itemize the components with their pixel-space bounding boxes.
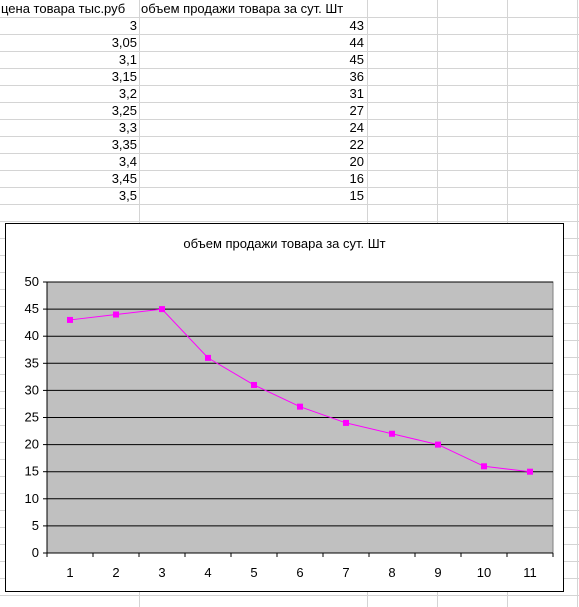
cell-volume[interactable]: 45 <box>349 52 364 67</box>
row-gridline <box>0 153 579 154</box>
x-tick-label: 10 <box>477 565 491 580</box>
x-tick-label: 1 <box>66 565 73 580</box>
cell-volume[interactable]: 22 <box>349 137 364 152</box>
data-point <box>113 311 119 318</box>
header-volume[interactable]: объем продажи товара за сут. Шт <box>141 1 344 16</box>
cell-price[interactable]: 3 <box>129 18 137 33</box>
cell-price[interactable]: 3,2 <box>118 86 137 101</box>
row-gridline <box>0 85 579 86</box>
cell-price[interactable]: 3,45 <box>111 171 137 186</box>
cell-price[interactable]: 3,4 <box>118 154 137 169</box>
y-tick-label: 0 <box>32 545 39 560</box>
row-gridline <box>0 595 579 596</box>
x-tick-label: 4 <box>204 565 211 580</box>
data-point <box>527 468 533 475</box>
data-point <box>251 381 257 388</box>
cell-volume[interactable]: 20 <box>349 154 364 169</box>
data-point <box>297 403 303 410</box>
cell-price[interactable]: 3,15 <box>111 69 137 84</box>
cell-price[interactable]: 3,1 <box>118 52 137 67</box>
y-tick-label: 15 <box>25 464 39 479</box>
data-point <box>389 430 395 437</box>
row-gridline <box>0 221 579 222</box>
cell-volume[interactable]: 16 <box>349 171 364 186</box>
x-tick-label: 2 <box>112 565 119 580</box>
row-gridline <box>0 68 579 69</box>
cell-volume[interactable]: 36 <box>349 69 364 84</box>
row-gridline <box>0 102 579 103</box>
cell-price[interactable]: 3,35 <box>111 137 137 152</box>
row-gridline <box>0 204 579 205</box>
y-tick-label: 25 <box>25 410 39 425</box>
x-tick-label: 8 <box>388 565 395 580</box>
row-gridline <box>0 187 579 188</box>
y-tick-label: 30 <box>25 382 39 397</box>
cell-volume[interactable]: 15 <box>349 188 364 203</box>
x-tick-label: 3 <box>158 565 165 580</box>
y-tick-label: 45 <box>25 301 39 316</box>
row-gridline <box>0 34 579 35</box>
data-point <box>481 463 487 470</box>
row-gridline <box>0 136 579 137</box>
y-tick-label: 35 <box>25 355 39 370</box>
data-point <box>435 441 441 448</box>
row-gridline <box>0 17 579 18</box>
cell-volume[interactable]: 43 <box>349 18 364 33</box>
x-tick-label: 5 <box>250 565 257 580</box>
cell-volume[interactable]: 44 <box>349 35 364 50</box>
cell-volume[interactable]: 24 <box>349 120 364 135</box>
row-gridline <box>0 170 579 171</box>
cell-price[interactable]: 3,05 <box>111 35 137 50</box>
y-tick-label: 10 <box>25 491 39 506</box>
cell-volume[interactable]: 31 <box>349 86 364 101</box>
y-tick-label: 5 <box>32 518 39 533</box>
data-point <box>205 354 211 361</box>
cell-price[interactable]: 3,5 <box>118 188 137 203</box>
x-tick-label: 9 <box>434 565 441 580</box>
x-tick-label: 6 <box>296 565 303 580</box>
y-tick-label: 50 <box>25 274 39 289</box>
row-gridline <box>0 51 579 52</box>
header-price[interactable]: цена товара тыс.руб <box>1 1 126 16</box>
chart-title: объем продажи товара за сут. Шт <box>183 236 386 251</box>
data-point <box>67 316 73 323</box>
cell-price[interactable]: 3,3 <box>118 120 137 135</box>
column-gridline <box>577 0 578 607</box>
data-point <box>159 306 165 313</box>
y-tick-label: 20 <box>25 437 39 452</box>
x-tick-label: 7 <box>342 565 349 580</box>
cell-volume[interactable]: 27 <box>349 103 364 118</box>
line-chart[interactable]: объем продажи товара за сут. Шт 0 5 10 15 20… <box>5 223 564 592</box>
row-gridline <box>0 119 579 120</box>
y-tick-label: 40 <box>25 328 39 343</box>
cell-price[interactable]: 3,25 <box>111 103 137 118</box>
data-point <box>343 419 349 426</box>
x-tick-label: 11 <box>523 565 537 580</box>
